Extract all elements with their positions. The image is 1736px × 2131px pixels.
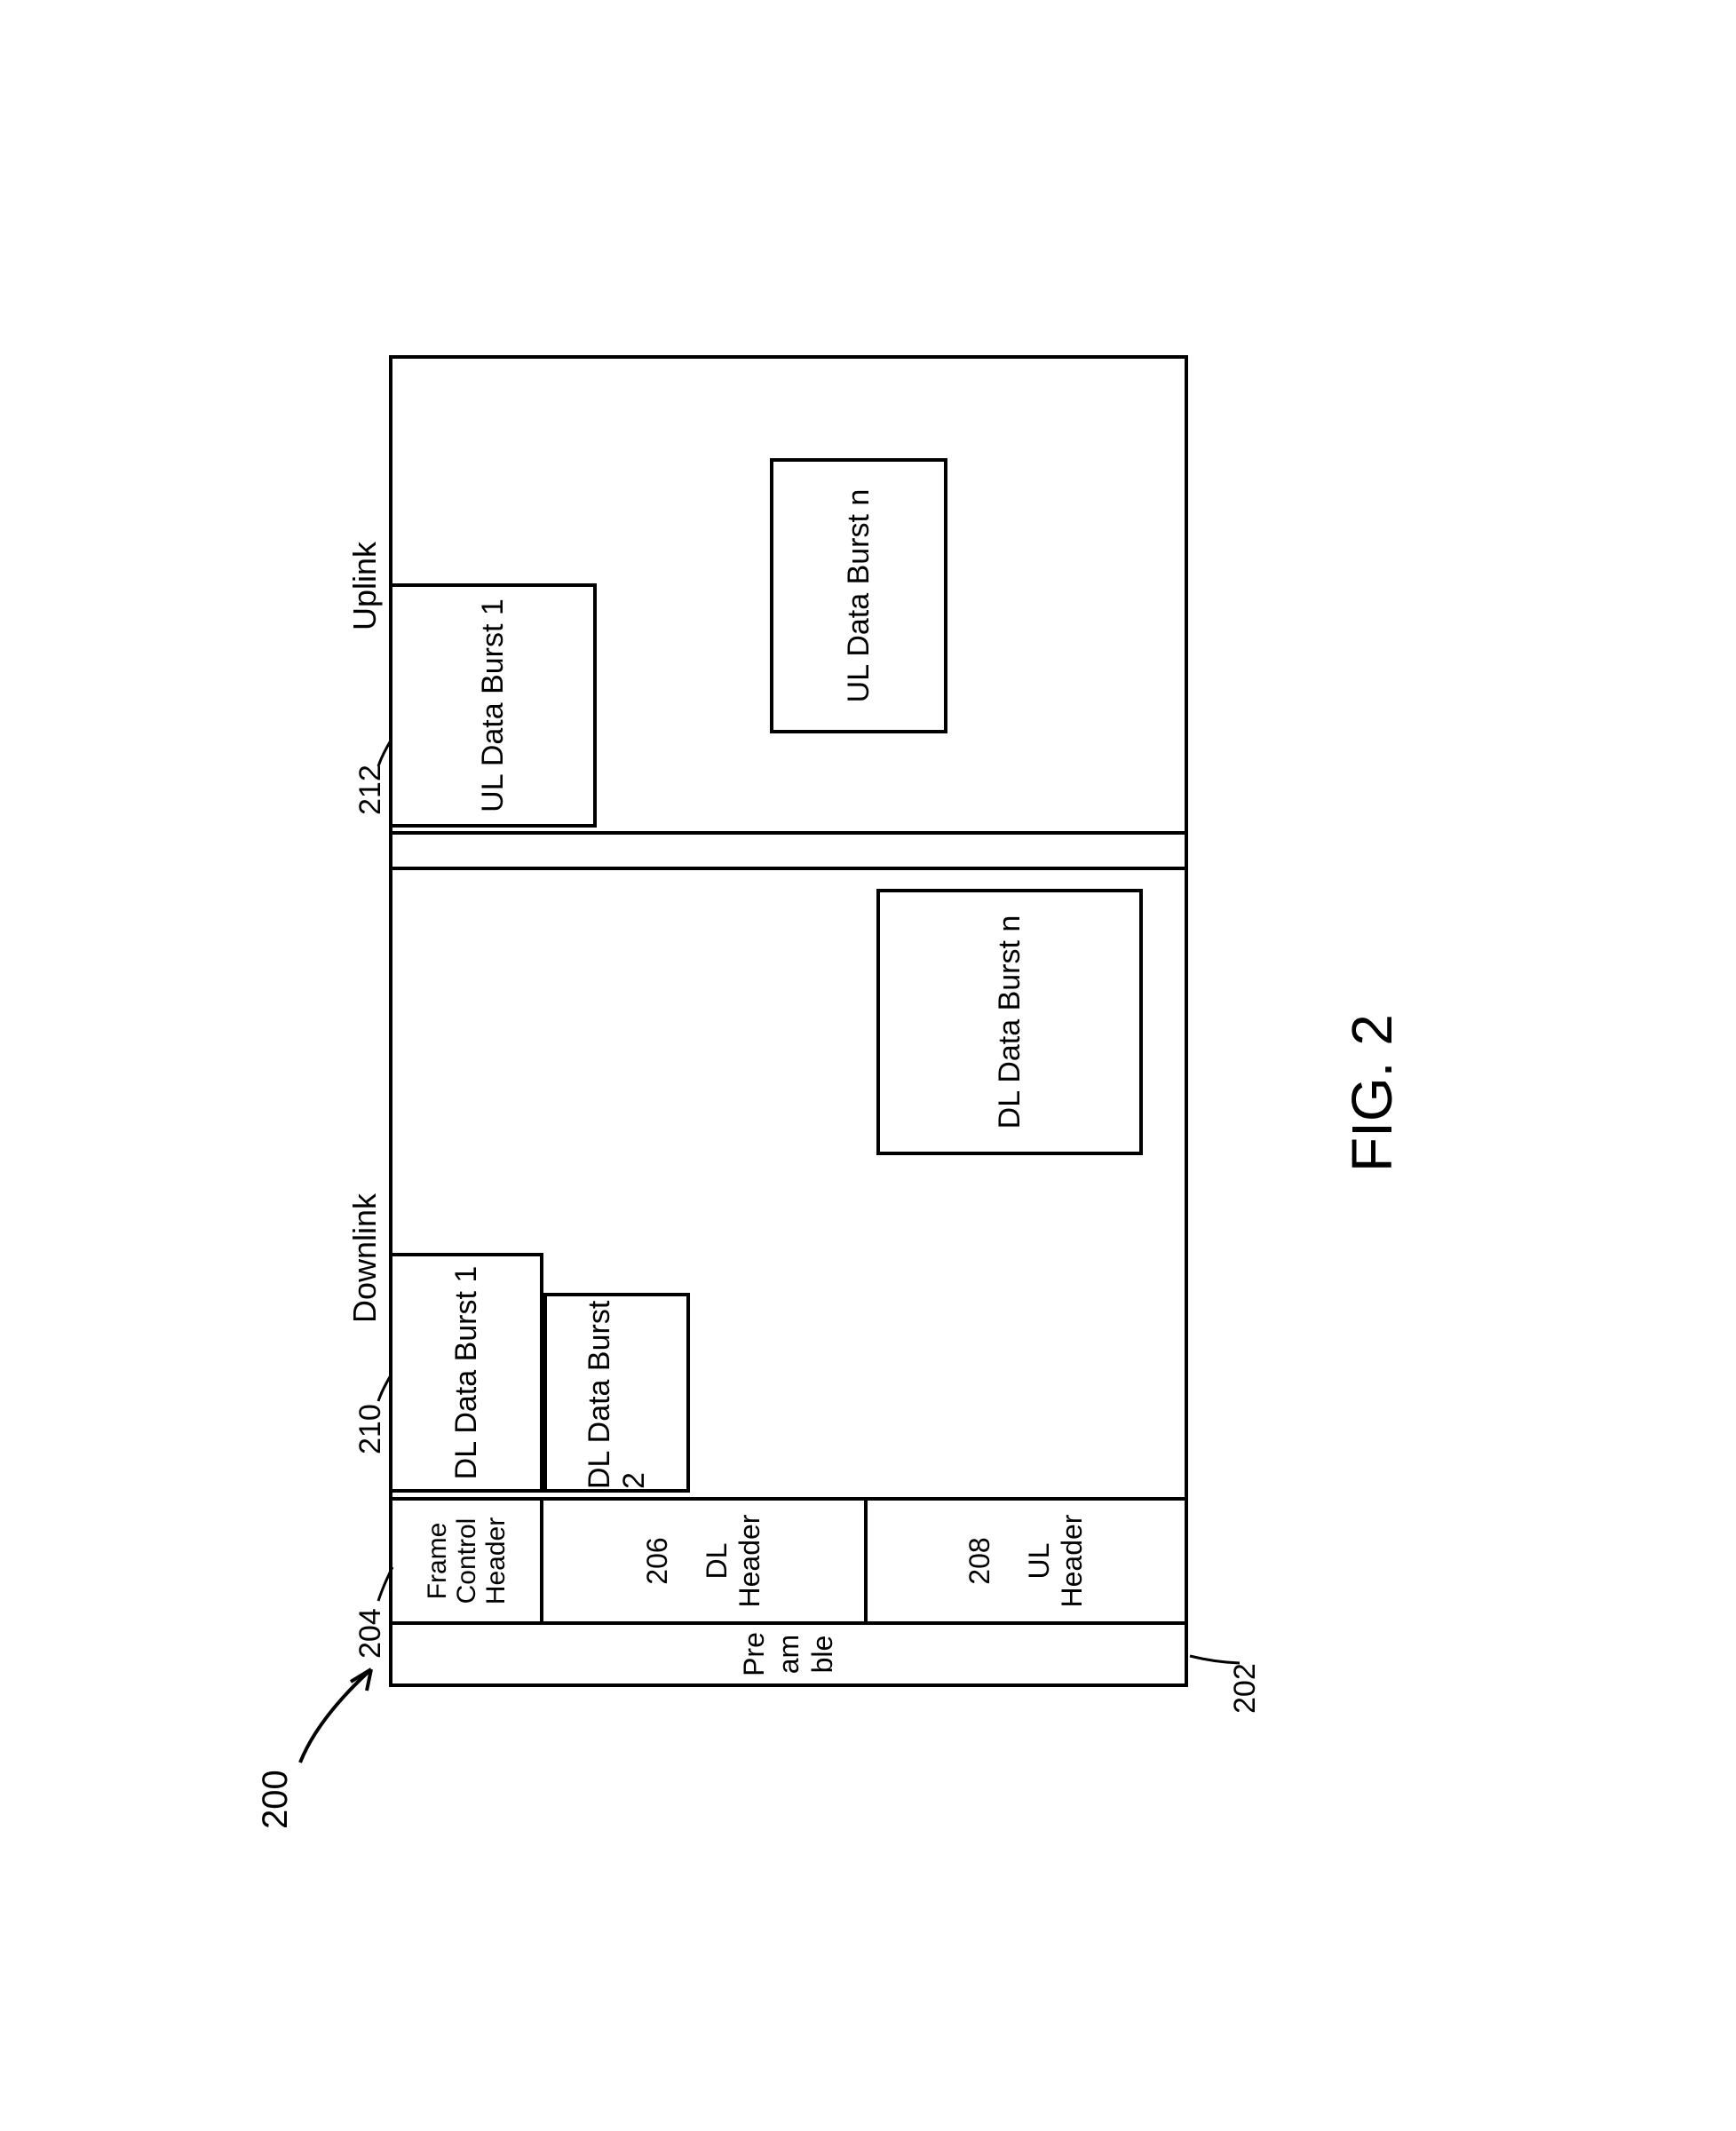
preamble-l3: ble xyxy=(806,1636,838,1674)
ul-header-l2: Header xyxy=(1056,1515,1088,1608)
figure-caption: FIG. 2 xyxy=(1339,1014,1405,1172)
dl-header-box: 206 DL Header xyxy=(543,1501,868,1621)
preamble-column: Pre am ble xyxy=(392,1621,1185,1683)
dl-header-l2: Header xyxy=(733,1515,765,1608)
ul-data-burst-1: UL Data Burst 1 xyxy=(392,583,597,828)
ul-header-box: 208 UL Header xyxy=(868,1501,1185,1621)
dl-data-burst-1: DL Data Burst 1 xyxy=(392,1253,543,1493)
dl-data-burst-n: DL Data Burst n xyxy=(876,889,1143,1155)
frame-structure: Pre am ble Frame Control Header 206 DL xyxy=(389,355,1188,1687)
ref-206-label: 206 xyxy=(641,1537,674,1584)
ul-data-burst-n: UL Data Burst n xyxy=(770,458,947,733)
dl-header-l1: DL xyxy=(701,1543,733,1580)
fch-l2: Control xyxy=(451,1518,480,1604)
ul-header-l1: UL xyxy=(1023,1543,1055,1580)
ref-210-label: 210 xyxy=(353,1404,388,1454)
gap-region xyxy=(392,831,1185,867)
fch-l3: Header xyxy=(480,1517,510,1604)
dl-data-burst-2: DL Data Burst 2 xyxy=(543,1293,690,1493)
rotated-viewport: 200 Downlink Uplink 204 210 212 202 xyxy=(202,178,1534,1953)
header-column: Frame Control Header 206 DL Header 208 U xyxy=(392,1497,1185,1621)
ref-208-label: 208 xyxy=(963,1537,996,1584)
frame-control-header-box: Frame Control Header xyxy=(392,1501,543,1621)
downlink-section-label: Downlink xyxy=(346,1193,384,1323)
ref-212-label: 212 xyxy=(353,764,388,815)
ref-202-label: 202 xyxy=(1228,1663,1263,1714)
preamble-l1: Pre xyxy=(738,1632,770,1676)
arrow-200 xyxy=(296,1643,393,1767)
pointer-202 xyxy=(1188,1612,1241,1665)
ref-204-label: 204 xyxy=(353,1608,388,1659)
preamble-text: Pre am ble xyxy=(737,1632,839,1676)
ref-200-label: 200 xyxy=(256,1770,296,1829)
diagram-wrapper: 200 Downlink Uplink 204 210 212 202 xyxy=(202,178,1534,1953)
preamble-l2: am xyxy=(772,1635,804,1674)
fch-l1: Frame xyxy=(422,1523,451,1600)
uplink-section-label: Uplink xyxy=(346,542,384,630)
